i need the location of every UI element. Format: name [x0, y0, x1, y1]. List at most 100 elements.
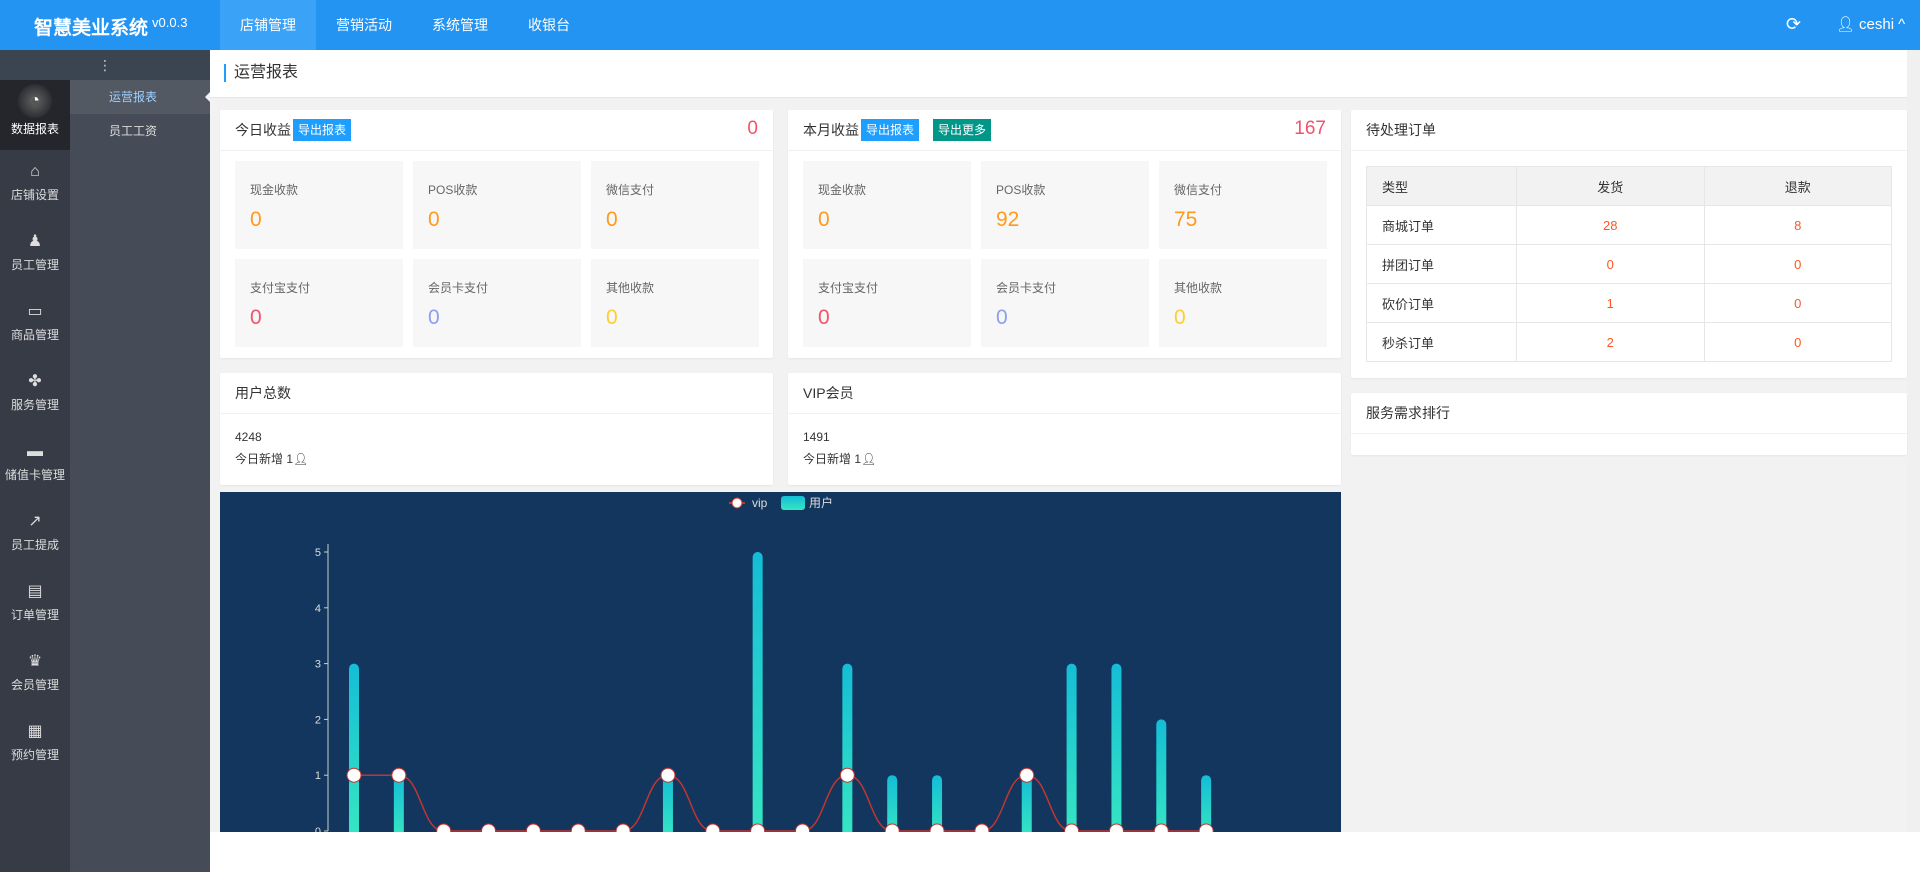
- y-tick-label: 5: [315, 547, 321, 559]
- point-vip[interactable]: [346, 767, 362, 783]
- bar-users[interactable]: [1021, 775, 1032, 832]
- point-vip[interactable]: [481, 823, 497, 832]
- stat-tile: 现金收款 0: [803, 161, 971, 249]
- sidebar-item[interactable]: ▦ 预约管理: [0, 710, 70, 780]
- point-vip[interactable]: [929, 823, 945, 832]
- bar-users[interactable]: [1201, 775, 1212, 832]
- sidebar-item[interactable]: ◔ 数据报表: [0, 80, 70, 150]
- bar-users[interactable]: [349, 663, 359, 832]
- submenu: 运营报表员工工资: [70, 80, 211, 872]
- nav-tab[interactable]: 收银台: [528, 17, 570, 33]
- bar-users[interactable]: [662, 775, 673, 832]
- table-cell: 0: [1516, 244, 1705, 284]
- point-vip[interactable]: [1153, 823, 1169, 832]
- sidebar-item[interactable]: ⌂ 店铺设置: [0, 150, 70, 220]
- stat-label: 支付宝支付: [250, 281, 311, 295]
- legend-vip-label[interactable]: vip: [752, 496, 768, 510]
- point-vip[interactable]: [1019, 767, 1035, 783]
- point-vip[interactable]: [705, 823, 721, 832]
- top-nav: 店铺管理 营销活动 系统管理 收银台: [220, 0, 590, 50]
- card-title: 待处理订单: [1366, 122, 1436, 138]
- export-more-button[interactable]: 导出更多: [933, 119, 992, 141]
- stat-label: 现金收款: [250, 183, 299, 197]
- bar-users[interactable]: [842, 663, 853, 832]
- user-icon: 👤︎: [1836, 16, 1856, 33]
- legend-users-label[interactable]: 用户: [809, 495, 833, 510]
- point-vip[interactable]: [974, 823, 990, 832]
- stat-tile: 微信支付 0: [591, 161, 759, 249]
- sidebar-item[interactable]: ▭ 商品管理: [0, 290, 70, 360]
- point-vip[interactable]: [1064, 823, 1080, 832]
- table-row: 拼团订单 0 0: [1366, 244, 1892, 284]
- card-title: 用户总数: [235, 385, 291, 401]
- sidebar-item[interactable]: ▤ 订单管理: [0, 570, 70, 640]
- nav-tab[interactable]: 系统管理: [432, 17, 488, 33]
- sidebar-item[interactable]: ↗ 员工提成: [0, 500, 70, 570]
- sidebar-item[interactable]: ♛ 会员管理: [0, 640, 70, 710]
- bar-users[interactable]: [393, 775, 404, 832]
- month-total: 167: [1294, 118, 1326, 139]
- sidebar-item[interactable]: ▬ 储值卡管理: [0, 430, 70, 500]
- point-vip[interactable]: [884, 823, 900, 832]
- point-vip[interactable]: [615, 823, 631, 832]
- point-vip[interactable]: [839, 767, 855, 783]
- sidebar-icon: ▬: [27, 443, 43, 460]
- stat-tile: 会员卡支付 0: [981, 259, 1149, 347]
- sidebar-icon: ⌂: [30, 163, 40, 180]
- sidebar-icon: ↗: [28, 513, 42, 530]
- vip-card: VIP会员 1491 今日新增 1👤︎: [788, 373, 1341, 485]
- point-vip[interactable]: [660, 767, 676, 783]
- chart: 0 1 2 3 4 5 vip 用户: [220, 492, 1341, 832]
- stat-value: 92: [996, 208, 1020, 231]
- table-cell: 0: [1703, 322, 1892, 362]
- y-tick-label: 1: [315, 770, 321, 782]
- point-vip[interactable]: [570, 823, 586, 832]
- today-new: 今日新增 1: [235, 452, 294, 466]
- stat-tile: 会员卡支付 0: [413, 259, 581, 347]
- table-header: 类型 发货 退款: [1366, 166, 1892, 206]
- y-tick-label: 3: [315, 659, 321, 671]
- stat-value: 0: [606, 208, 618, 231]
- sidebar-toggle[interactable]: ⋮: [0, 50, 210, 80]
- bar-users[interactable]: [1111, 663, 1122, 832]
- submenu-item[interactable]: 员工工资: [109, 124, 158, 138]
- bar-users[interactable]: [1066, 663, 1077, 832]
- today-revenue-card: 今日收益 导出报表 0 现金收款 0 POS收款 0 微信支付 0 支付宝支付 0 会员卡支付 0 其他…: [220, 110, 773, 358]
- point-vip[interactable]: [391, 767, 407, 783]
- point-vip[interactable]: [795, 823, 810, 832]
- point-vip[interactable]: [750, 823, 766, 832]
- point-vip[interactable]: [525, 823, 541, 832]
- y-tick-label: 0: [315, 826, 321, 832]
- point-vip[interactable]: [1198, 823, 1214, 832]
- card-title: VIP会员: [803, 385, 854, 401]
- sidebar-icon: ▤: [27, 583, 43, 600]
- sidebar-item[interactable]: ♟ 员工管理: [0, 220, 70, 290]
- submenu-item[interactable]: 运营报表: [70, 80, 211, 114]
- sidebar-item-label: 会员管理: [10, 678, 59, 692]
- sidebar-item-label: 服务管理: [10, 398, 59, 412]
- sidebar-item[interactable]: ✤ 服务管理: [0, 360, 70, 430]
- legend-vip-marker: [731, 497, 743, 509]
- point-vip[interactable]: [436, 823, 452, 832]
- refresh-icon[interactable]: ⟳: [1786, 14, 1802, 34]
- point-vip[interactable]: [1108, 823, 1124, 832]
- sidebar-item-label: 订单管理: [10, 608, 59, 622]
- bar-users[interactable]: [1156, 719, 1167, 832]
- chevron-up-icon: ^: [1898, 15, 1906, 33]
- stat-label: 微信支付: [606, 183, 655, 197]
- table-row: 商城订单 28 8: [1366, 205, 1892, 245]
- column-header: 类型: [1366, 166, 1517, 206]
- stat-value: 0: [250, 208, 262, 231]
- user-menu[interactable]: 👤︎ ceshi ^: [1836, 15, 1906, 34]
- stat-label: POS收款: [996, 183, 1046, 197]
- bar-users[interactable]: [752, 552, 763, 832]
- chart-svg: 0 1 2 3 4 5 vip 用户: [315, 495, 1214, 832]
- export-report-button[interactable]: 导出报表: [293, 119, 352, 141]
- bar-users[interactable]: [887, 775, 898, 832]
- scrollbar[interactable]: [1907, 50, 1920, 832]
- app-logo: 智慧美业系统 v0.0.3: [34, 13, 187, 40]
- nav-tab[interactable]: 店铺管理: [220, 0, 316, 50]
- nav-tab[interactable]: 营销活动: [336, 17, 392, 33]
- export-report-button[interactable]: 导出报表: [861, 119, 920, 141]
- bar-users[interactable]: [932, 775, 943, 832]
